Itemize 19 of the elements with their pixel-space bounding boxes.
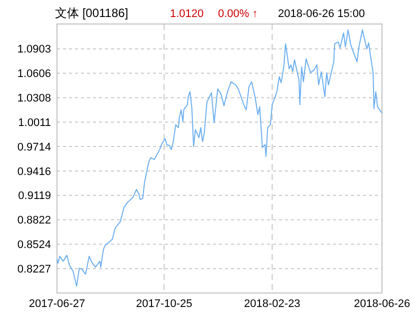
y-tick-label: 0.8227 <box>17 263 51 276</box>
y-tick-label: 1.0011 <box>18 116 51 129</box>
line-series <box>56 29 382 287</box>
text: 0.00% ↑ <box>218 8 258 20</box>
y-tick-label: 0.8524 <box>17 239 51 252</box>
y-tick-label: 0.9714 <box>17 141 51 154</box>
x-tick-label: 2018-02-23 <box>244 298 300 310</box>
y-tick-label: 1.0308 <box>17 92 51 105</box>
y-tick-label: 0.8822 <box>17 214 51 227</box>
text: 2018-06-26 15:00 <box>278 8 365 20</box>
x-tick-label: 2018-06-26 <box>354 298 410 310</box>
chart-title: 文体 [001186] <box>55 6 128 20</box>
text: 1.0120 <box>170 8 204 20</box>
x-tick-label: 2017-10-25 <box>136 298 192 310</box>
y-tick-label: 1.0903 <box>17 44 51 56</box>
x-tick-label: 2017-06-27 <box>28 298 86 310</box>
y-tick-label: 0.9119 <box>18 190 51 202</box>
y-tick-label: 0.9416 <box>17 166 51 178</box>
y-tick-label: 1.0606 <box>17 68 51 80</box>
